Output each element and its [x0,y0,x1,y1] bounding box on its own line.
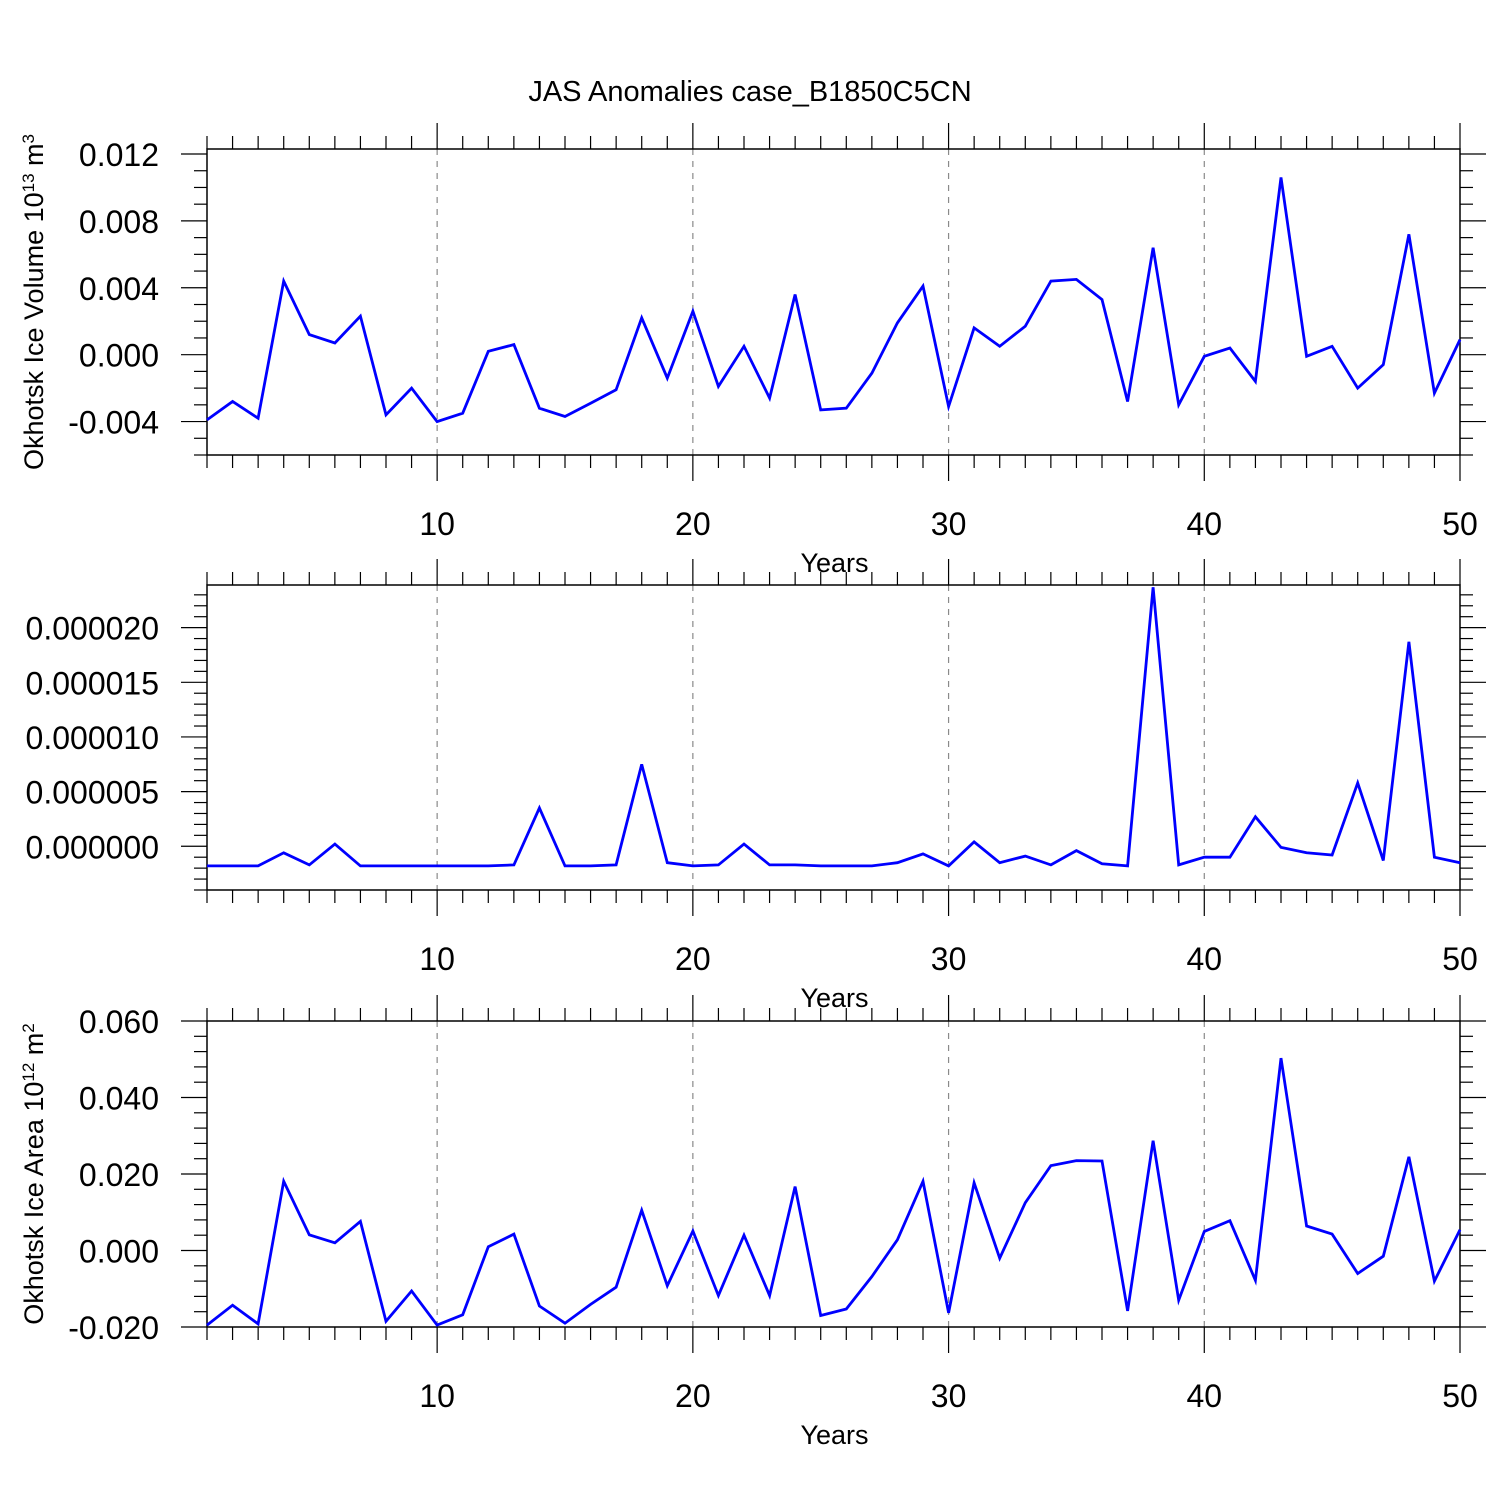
x-axis-label: Years [800,983,868,1013]
x-tick-label: 10 [419,941,455,977]
x-tick-label: 20 [675,1378,711,1414]
panel-3: 10 20 30 40 50 -0.020 0.000 0.020 0.040 0.060 Year… [19,995,1486,1450]
series-line [206,177,1462,424]
y-tick-label: -0.004 [68,405,159,441]
series-line [207,587,1461,868]
y-tick-label: 0.060 [79,1004,159,1040]
x-tick-label: 40 [1186,941,1222,977]
y-tick-label: 0.004 [79,271,159,307]
x-tick-label: 40 [1186,506,1222,542]
plot-frame [206,148,1461,456]
y-tick-label: 0.000 [79,338,159,374]
panel-2: 10 20 30 40 50 0.000000 0.000005 0.000010 0.0000… [26,559,1486,1013]
x-axis-label: Years [800,548,868,578]
y-axis-label: Okhotsk Ice Area 1012 m2 [19,1023,50,1325]
x-tick-label: 50 [1442,506,1478,542]
chart-title: JAS Anomalies case_B1850C5CN [528,76,971,108]
y-tick-label: 0.020 [79,1157,159,1193]
x-tick-label: 20 [675,941,711,977]
y-tick-label: 0.000 [79,1234,159,1270]
y-tick-label: 0.000000 [26,829,159,865]
series-line [206,1057,1462,1327]
x-tick-label: 30 [931,506,967,542]
panels-container: 10 20 30 40 50 -0.004 0.000 0.004 0.008 0.012 Year… [19,123,1486,1450]
y-tick-label: -0.020 [68,1310,159,1346]
plot-frame [206,1020,1461,1328]
x-tick-label: 40 [1186,1378,1222,1414]
panel-1: 10 20 30 40 50 -0.004 0.000 0.004 0.008 0.012 Year… [19,123,1486,578]
x-tick-label: 10 [419,506,455,542]
y-axis-label: Okhotsk Ice Volume 1013 m3 [19,134,50,470]
y-tick-label: 0.000005 [26,775,159,811]
y-tick-label: 0.012 [79,137,159,173]
x-tick-label: 30 [931,941,967,977]
x-tick-label: 30 [931,1378,967,1414]
x-tick-label: 50 [1442,1378,1478,1414]
x-tick-label: 10 [419,1378,455,1414]
y-tick-label: 0.000020 [26,611,159,647]
x-tick-label: 50 [1442,941,1478,977]
plot-frame [206,584,1461,891]
y-tick-label: 0.040 [79,1081,159,1117]
y-tick-label: 0.000015 [26,665,159,701]
x-axis-label: Years [800,1420,868,1450]
x-tick-label: 20 [675,506,711,542]
y-tick-label: 0.000010 [26,720,159,756]
y-tick-label: 0.008 [79,204,159,240]
